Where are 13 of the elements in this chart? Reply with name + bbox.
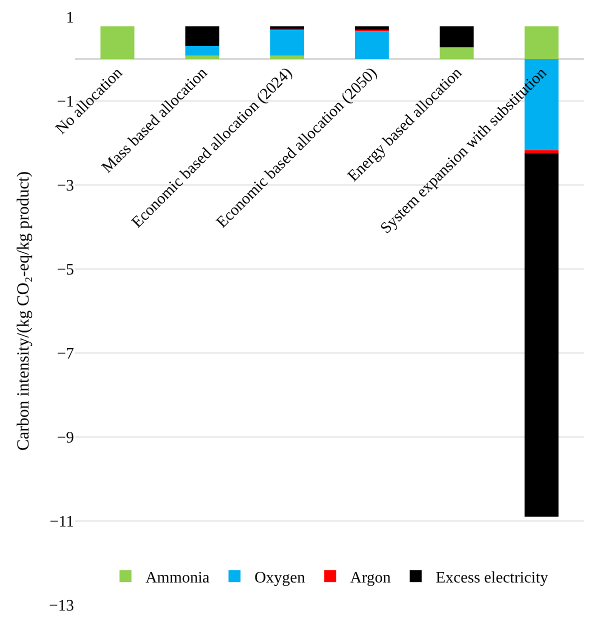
y-tick-label: −5 (56, 262, 74, 279)
y-tick-label: −1 (56, 94, 74, 111)
y-tick-label: −9 (56, 430, 74, 447)
legend-label: Argon (350, 569, 391, 586)
y-tick-label: −13 (48, 598, 74, 615)
legend-label: Oxygen (254, 569, 306, 586)
legend-label: Ammonia (146, 569, 210, 586)
legend-label: Excess electricity (436, 569, 548, 586)
y-tick-label: −7 (56, 346, 74, 363)
y-tick-label: 1 (66, 10, 74, 27)
y-tick-label: −3 (56, 178, 74, 195)
y-axis-title: Carbon intensity/(kg CO₂-eq/kg product) (14, 171, 33, 451)
y-tick-label: −11 (50, 514, 74, 531)
